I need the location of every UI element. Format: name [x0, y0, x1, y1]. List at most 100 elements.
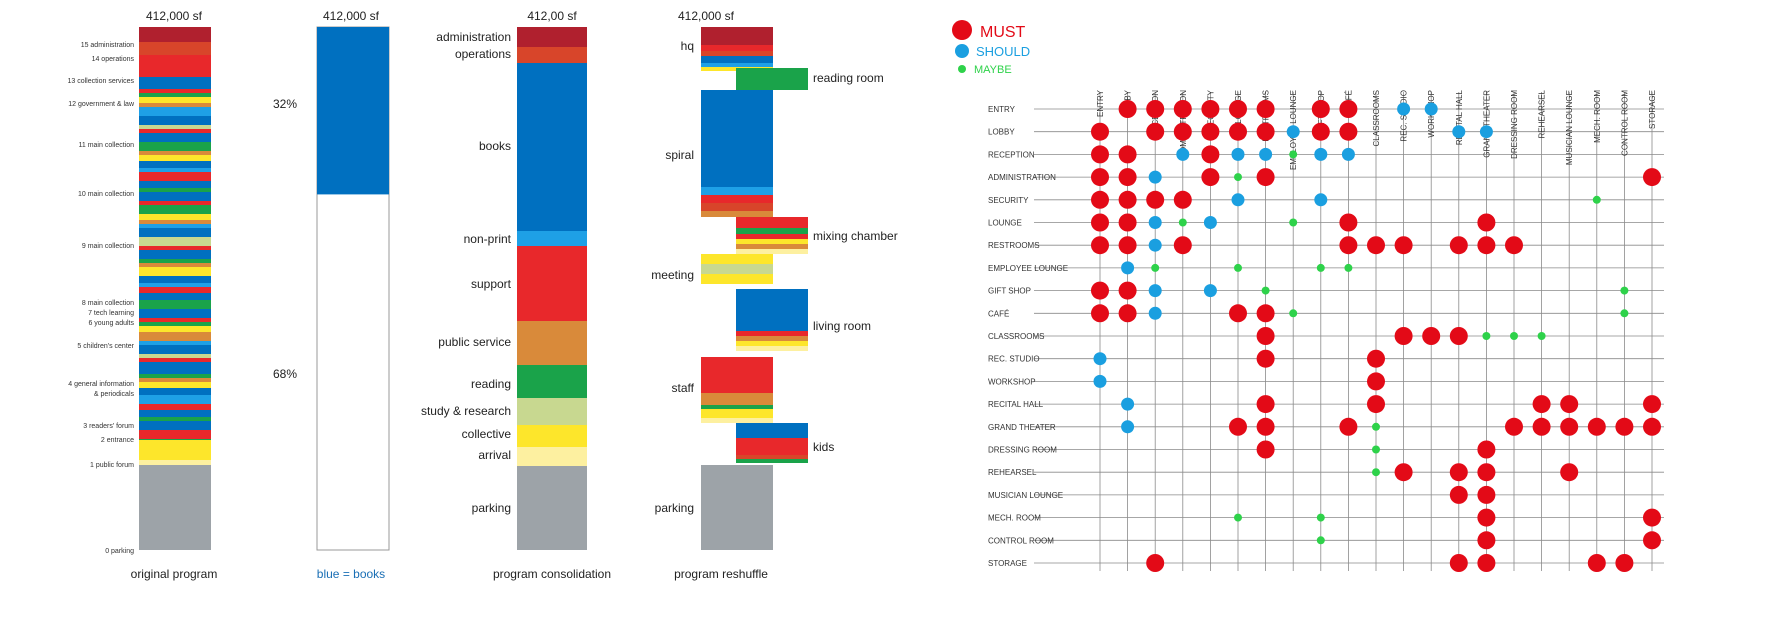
reshuffle-caption: program reshuffle	[674, 567, 768, 581]
matrix-dot-should	[1121, 261, 1135, 275]
reshuffle-left-strip	[701, 254, 773, 264]
cons-label-arrival: arrival	[478, 448, 511, 462]
matrix-dot-must	[1091, 281, 1109, 300]
original-program-bar: 412,000 sf 15 administration 14 operatio…	[67, 9, 217, 581]
original-strip	[139, 378, 211, 382]
original-strip	[139, 77, 211, 89]
matrix-dot-maybe	[1234, 263, 1242, 272]
reshuffle-left-strip	[701, 56, 773, 63]
matrix-dot-must	[1146, 122, 1165, 141]
matrix-dot-must	[1505, 417, 1523, 436]
matrix-grid	[1034, 92, 1664, 571]
matrix-column-label: REC. STUDIO	[1400, 90, 1409, 142]
matrix-dot-maybe	[1234, 173, 1242, 182]
orig-label-0: 0 parking	[105, 548, 134, 555]
original-strip	[139, 410, 211, 417]
reshuffle-left-strip	[701, 357, 773, 393]
orig-label-3: 3 readers' forum	[83, 423, 134, 430]
matrix-column-label: ENTRY	[1096, 89, 1105, 117]
reshuffle-right-strip	[736, 438, 808, 455]
matrix-dot-must	[1311, 122, 1330, 141]
matrix-dot-maybe	[1372, 422, 1380, 431]
orig-label-1: 1 public forum	[90, 462, 134, 469]
matrix-dot-must	[1229, 417, 1247, 436]
matrix-dot-should	[1479, 125, 1493, 139]
reshuffle-right-strip	[736, 68, 808, 90]
matrix-dot-should	[1148, 284, 1162, 298]
matrix-dot-must	[1339, 213, 1358, 232]
matrix-dot-should	[1231, 193, 1245, 207]
original-strip	[139, 404, 211, 410]
original-strip	[139, 201, 211, 205]
cons-label-support: support	[471, 277, 512, 291]
cons-label-operations: operations	[455, 47, 511, 61]
matrix-dot-maybe	[1482, 332, 1491, 340]
matrix-dot-must	[1477, 440, 1496, 459]
orig-label-12: 12 government & law	[68, 101, 135, 108]
reshuffle-left-strip	[701, 264, 773, 274]
matrix-dot-maybe	[1234, 513, 1242, 522]
matrix-dot-must	[1339, 236, 1358, 255]
matrix-dot-must	[1229, 304, 1247, 323]
matrix-dot-should	[1148, 306, 1162, 320]
original-strip	[139, 205, 211, 214]
original-strip	[139, 103, 211, 107]
matrix-dot-must	[1560, 417, 1579, 436]
matrix-row-label: REC. STUDIO	[988, 355, 1040, 364]
legend-must-dot	[952, 20, 972, 40]
matrix-row-labels: ENTRY LOBBY RECEPTION ADMINISTRATION SECURIT…	[988, 105, 1068, 568]
consolidation-bar: 412,00 sf administration operations book…	[421, 9, 611, 581]
matrix-row-label: WORKSHOP	[988, 377, 1036, 386]
matrix-dots	[1091, 100, 1661, 572]
consolidation-strips	[517, 27, 587, 550]
original-strip	[139, 237, 211, 246]
resh-label-mixing-chamber: mixing chamber	[813, 229, 898, 243]
matrix-dot-must	[1201, 145, 1220, 164]
consolidation-total-label: 412,00 sf	[527, 9, 577, 23]
matrix-dot-maybe	[1372, 468, 1380, 477]
reshuffle-right-strip	[736, 244, 808, 249]
matrix-row-label: SECURITY	[988, 196, 1029, 205]
matrix-column-label: STORAGE	[1648, 90, 1657, 129]
reshuffle-left-strip	[701, 45, 773, 51]
matrix-dot-should	[1121, 420, 1135, 434]
reshuffle-right-strip	[736, 341, 808, 346]
matrix-column-label: CONTROL ROOM	[1620, 90, 1629, 156]
resh-label-spiral: spiral	[665, 148, 694, 162]
original-strip	[139, 395, 211, 404]
matrix-dot-must	[1118, 100, 1137, 118]
cons-label-administration: administration	[436, 30, 511, 44]
resh-label-staff: staff	[672, 381, 695, 395]
matrix-dot-must	[1477, 531, 1496, 550]
orig-label-4b: & periodicals	[94, 391, 135, 398]
matrix-dot-maybe	[1316, 536, 1325, 545]
original-strip	[139, 293, 211, 300]
books-bar: 412,000 sf 32% 68% blue = books	[273, 9, 390, 581]
matrix-dot-must	[1477, 236, 1496, 255]
matrix-dot-must	[1394, 327, 1413, 345]
reshuffle-right-strip	[736, 239, 808, 244]
matrix-dot-maybe	[1151, 263, 1160, 272]
matrix-row-label: ADMINISTRATION	[988, 173, 1056, 182]
matrix-dot-must	[1587, 554, 1606, 572]
matrix-dot-must	[1201, 168, 1220, 187]
orig-label-9: 9 main collection	[82, 243, 134, 250]
matrix-dot-must	[1173, 190, 1192, 209]
original-strip	[139, 214, 211, 220]
matrix-dot-should	[1231, 147, 1245, 161]
matrix-dot-should	[1203, 216, 1217, 229]
legend-should-label: SHOULD	[976, 44, 1030, 59]
matrix-dot-must	[1256, 122, 1275, 141]
matrix-row-label: CONTROL ROOM	[988, 536, 1054, 545]
matrix-dot-must	[1477, 485, 1496, 504]
original-strip	[139, 133, 211, 142]
reshuffle-total-label: 412,000 sf	[678, 9, 735, 23]
other-pct-label: 68%	[273, 367, 297, 381]
matrix-dot-must	[1367, 349, 1385, 368]
reshuffle-right-strip	[736, 423, 808, 438]
original-strip	[139, 276, 211, 283]
matrix-column-label: GRAND THEATER	[1482, 90, 1491, 158]
adjacency-matrix: MUST SHOULD MAYBE ENTRY LOBBY RECEPTION ADM…	[952, 20, 1664, 572]
consolidation-strip	[517, 47, 587, 63]
original-strip	[139, 388, 211, 395]
